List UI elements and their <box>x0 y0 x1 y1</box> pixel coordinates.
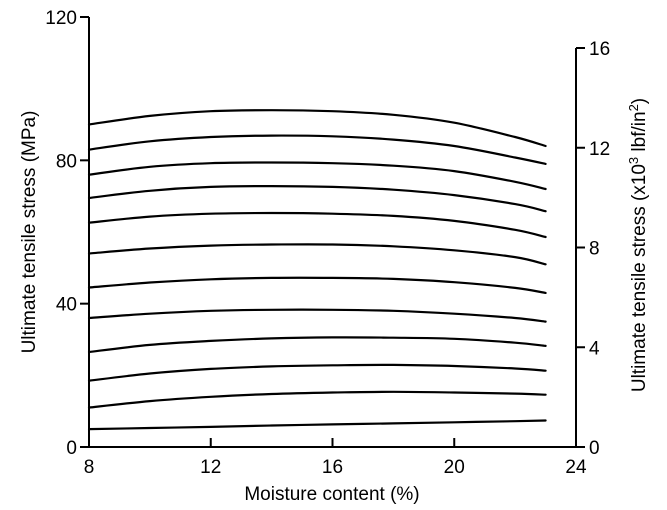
y2-tick-label: 12 <box>589 139 610 160</box>
x-axis-label: Moisture content (%) <box>244 484 419 505</box>
series-line-8 <box>87 211 547 239</box>
x-tick-label: 8 <box>84 457 95 478</box>
series-line-10 <box>87 161 547 191</box>
series-line-9 <box>87 185 547 213</box>
x-tick-label: 24 <box>565 457 587 478</box>
series-line-2 <box>87 390 547 409</box>
y2-axis-label: Ultimate tensile stress (x103 lbf/in2) <box>626 98 651 392</box>
series-line-3 <box>87 363 547 382</box>
axes <box>88 17 577 448</box>
series-line-5 <box>87 308 547 323</box>
y-tick-label: 0 <box>66 438 77 459</box>
x-tick-label: 16 <box>322 457 343 478</box>
y-axis-label: Ultimate tensile stress (MPa) <box>19 111 40 354</box>
y-tick-label: 120 <box>45 8 77 29</box>
series-line-1 <box>87 419 547 431</box>
y-tick-label: 80 <box>56 151 77 172</box>
series-line-12 <box>87 109 547 148</box>
series-line-6 <box>87 276 547 294</box>
curves <box>87 109 547 431</box>
ticks: 0 40 80 120 0 4 8 12 16 8 12 16 20 24 <box>45 8 610 478</box>
x-tick-label: 20 <box>444 457 465 478</box>
series-line-4 <box>87 336 547 354</box>
x-tick-label: 12 <box>200 457 221 478</box>
y2-tick-label: 16 <box>589 39 610 60</box>
y2-tick-label: 4 <box>589 338 600 359</box>
y-tick-label: 40 <box>56 295 77 316</box>
series-line-7 <box>87 243 547 266</box>
y2-tick-label: 0 <box>589 438 600 459</box>
series-line-11 <box>87 134 547 165</box>
y2-tick-label: 8 <box>589 239 600 260</box>
